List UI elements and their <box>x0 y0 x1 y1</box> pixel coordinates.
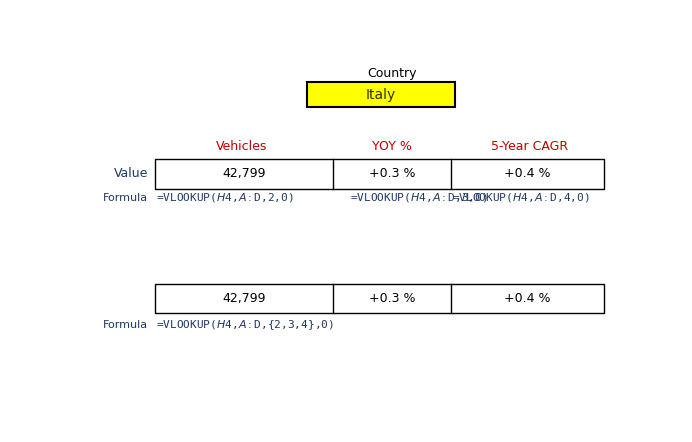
Text: 5-Year CAGR: 5-Year CAGR <box>491 141 568 153</box>
Text: =VLOOKUP($H$4,$A:$D,4,0): =VLOOKUP($H$4,$A:$D,4,0) <box>453 191 590 204</box>
Text: +0.4 %: +0.4 % <box>504 292 551 305</box>
Text: 42,799: 42,799 <box>222 292 266 305</box>
Text: Value: Value <box>114 168 149 180</box>
Text: +0.3 %: +0.3 % <box>369 168 415 180</box>
Text: Formula: Formula <box>103 320 149 330</box>
Text: =VLOOKUP($H$4,$A:$D,3,0): =VLOOKUP($H$4,$A:$D,3,0) <box>350 191 488 204</box>
Text: +0.3 %: +0.3 % <box>369 292 415 305</box>
Text: Vehicles: Vehicles <box>216 141 267 153</box>
Text: Italy: Italy <box>366 88 396 102</box>
Text: YOY %: YOY % <box>372 141 412 153</box>
Text: +0.4 %: +0.4 % <box>504 168 551 180</box>
Text: Country: Country <box>367 67 417 80</box>
Bar <box>155 284 604 313</box>
Text: 42,799: 42,799 <box>222 168 266 180</box>
Bar <box>307 82 455 107</box>
Bar <box>155 159 604 189</box>
Text: =VLOOKUP($H$4,$A:$D,{2,3,4},0): =VLOOKUP($H$4,$A:$D,{2,3,4},0) <box>156 318 334 332</box>
Text: =VLOOKUP($H$4,$A:$D,2,0): =VLOOKUP($H$4,$A:$D,2,0) <box>156 191 294 204</box>
Text: Formula: Formula <box>103 193 149 203</box>
